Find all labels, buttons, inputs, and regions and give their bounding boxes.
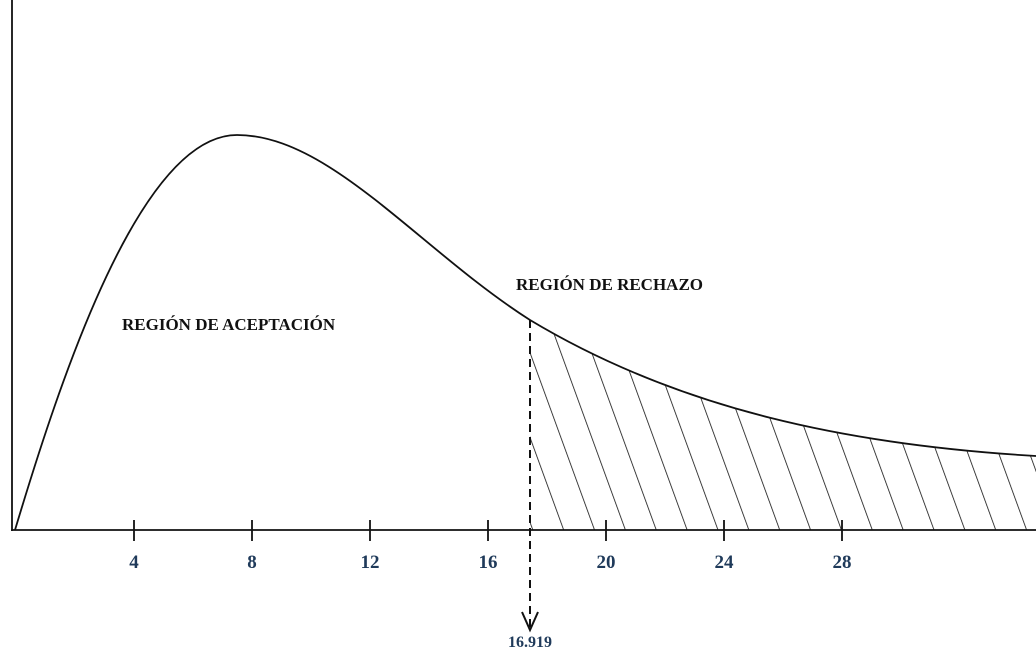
acceptance-label: REGIÓN DE ACEPTACIÓN — [122, 315, 336, 334]
rejection-hatch — [530, 320, 1036, 530]
critical-arrow — [521, 611, 539, 633]
tick-label: 12 — [361, 552, 380, 573]
tick-label: 20 — [597, 552, 616, 573]
tick-label: 28 — [833, 552, 852, 573]
tick-label: 8 — [247, 552, 257, 573]
rejection-label: REGIÓN DE RECHAZO — [516, 275, 703, 294]
tick-label: 24 — [715, 552, 735, 573]
tick-label: 4 — [129, 552, 139, 573]
ticks: 4 8 12 16 20 24 28 — [129, 520, 852, 573]
density-curve — [14, 134, 1036, 531]
tick-label: 16 — [479, 552, 498, 573]
critical-value: 16.919 — [508, 634, 552, 651]
